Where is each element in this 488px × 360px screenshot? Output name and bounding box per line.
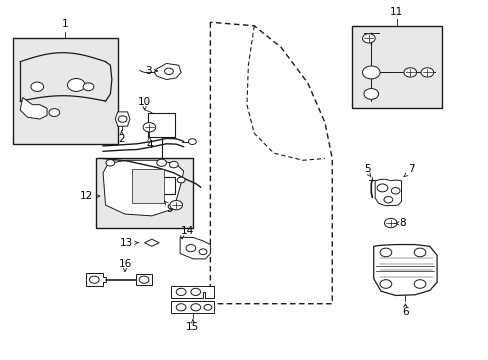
Circle shape xyxy=(139,276,149,283)
Circle shape xyxy=(49,109,60,117)
Circle shape xyxy=(403,68,416,77)
Circle shape xyxy=(169,161,178,168)
Circle shape xyxy=(190,304,200,311)
Polygon shape xyxy=(86,273,105,286)
Circle shape xyxy=(164,68,173,75)
Bar xyxy=(96,158,193,228)
Polygon shape xyxy=(144,239,159,246)
Circle shape xyxy=(176,288,185,296)
Polygon shape xyxy=(373,244,436,296)
Circle shape xyxy=(384,219,396,228)
Circle shape xyxy=(420,68,433,77)
Text: 5: 5 xyxy=(364,163,370,174)
Circle shape xyxy=(177,177,184,183)
Polygon shape xyxy=(180,237,210,259)
Circle shape xyxy=(188,139,196,144)
Circle shape xyxy=(157,159,166,166)
Circle shape xyxy=(190,288,200,296)
Circle shape xyxy=(203,305,211,310)
Circle shape xyxy=(376,184,387,192)
Circle shape xyxy=(185,244,195,252)
Text: 16: 16 xyxy=(118,259,131,269)
Text: 1: 1 xyxy=(62,19,68,30)
Text: 11: 11 xyxy=(389,7,403,17)
Polygon shape xyxy=(136,274,152,285)
Circle shape xyxy=(413,280,425,288)
Circle shape xyxy=(106,159,115,166)
Bar xyxy=(351,26,441,108)
Text: 12: 12 xyxy=(80,191,93,201)
Circle shape xyxy=(363,89,378,99)
Circle shape xyxy=(31,82,43,91)
Circle shape xyxy=(118,116,127,122)
Text: 3: 3 xyxy=(145,66,152,76)
Polygon shape xyxy=(154,63,181,80)
Text: 4: 4 xyxy=(146,140,152,150)
Circle shape xyxy=(383,197,392,203)
Text: 10: 10 xyxy=(138,97,151,107)
Text: 2: 2 xyxy=(118,134,124,144)
Bar xyxy=(132,169,163,203)
Circle shape xyxy=(67,78,85,91)
Text: 6: 6 xyxy=(401,307,408,316)
Circle shape xyxy=(83,83,94,91)
Circle shape xyxy=(362,34,374,43)
Bar xyxy=(13,39,118,144)
Text: 7: 7 xyxy=(407,163,414,174)
Circle shape xyxy=(379,280,391,288)
Polygon shape xyxy=(171,301,214,314)
Text: 13: 13 xyxy=(120,238,133,248)
Bar xyxy=(148,113,175,137)
Polygon shape xyxy=(171,286,214,298)
Bar xyxy=(148,177,175,194)
Circle shape xyxy=(89,276,99,283)
Polygon shape xyxy=(115,112,130,126)
Circle shape xyxy=(379,248,391,257)
Circle shape xyxy=(362,66,379,79)
Polygon shape xyxy=(103,160,183,216)
Circle shape xyxy=(143,123,156,132)
Polygon shape xyxy=(374,179,401,206)
Circle shape xyxy=(176,304,185,311)
Circle shape xyxy=(390,188,399,194)
Circle shape xyxy=(169,201,182,210)
Text: 9: 9 xyxy=(166,204,173,214)
Text: 14: 14 xyxy=(181,226,194,236)
Polygon shape xyxy=(20,98,47,119)
Text: 8: 8 xyxy=(399,219,406,228)
Circle shape xyxy=(413,248,425,257)
Text: 15: 15 xyxy=(186,321,199,332)
Circle shape xyxy=(199,249,206,255)
